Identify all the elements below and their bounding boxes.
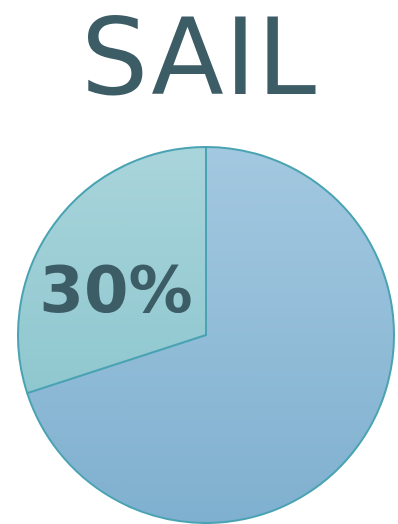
chart-title: SAIL xyxy=(80,0,318,119)
pie-slices xyxy=(17,145,395,524)
slice-label: 30% xyxy=(39,254,192,328)
pie-slice-70 xyxy=(25,145,395,524)
pie-slice-30 xyxy=(17,145,207,395)
